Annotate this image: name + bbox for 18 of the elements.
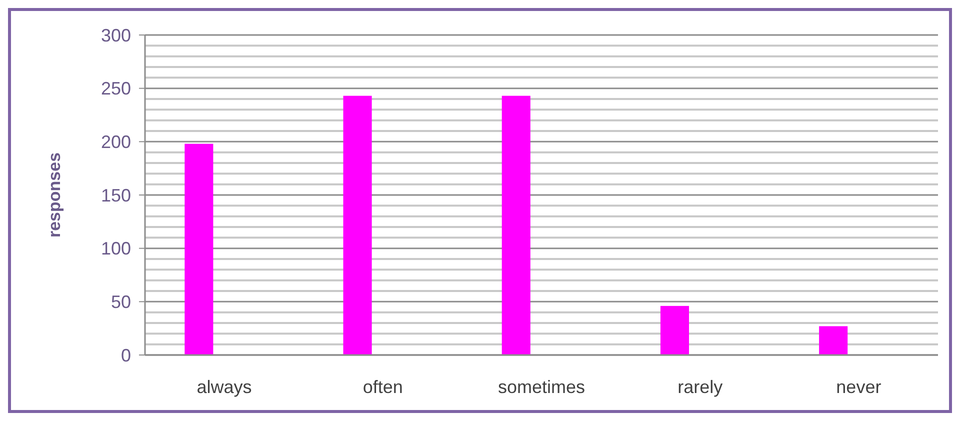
bar [502, 96, 530, 355]
y-tick-label: 0 [120, 345, 131, 366]
y-tick-label: 100 [100, 238, 131, 259]
bar [343, 96, 372, 355]
x-tick-label: sometimes [498, 377, 586, 397]
bar [819, 326, 848, 355]
x-tick-label: never [836, 377, 882, 397]
x-tick-label: often [362, 377, 403, 397]
y-tick-label: 200 [100, 132, 131, 152]
x-tick-label: rarely [678, 377, 723, 397]
bar [184, 144, 214, 355]
bar [660, 306, 689, 355]
y-axis-title: responses [45, 152, 64, 238]
y-tick-label: 50 [110, 292, 131, 312]
y-tick-label: 150 [100, 185, 131, 206]
x-tick-label: always [196, 377, 252, 397]
y-tick-label: 300 [100, 25, 131, 46]
y-tick-label: 250 [100, 78, 131, 99]
